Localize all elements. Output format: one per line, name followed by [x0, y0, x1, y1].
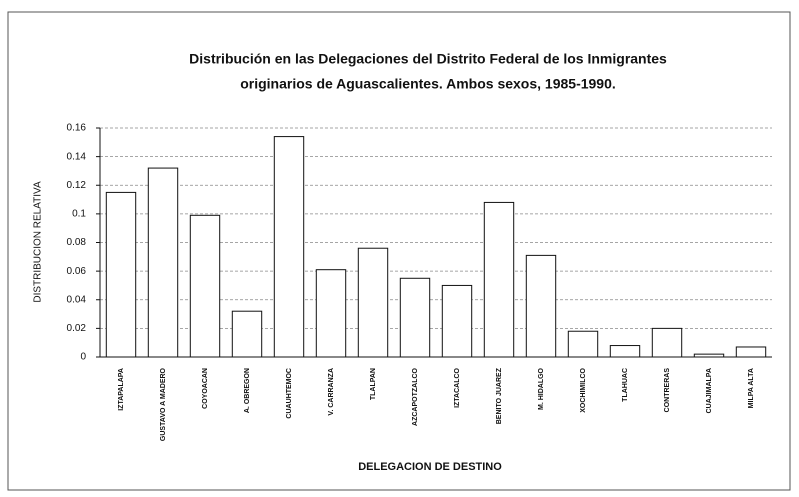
bar — [609, 345, 641, 358]
x-tick-label: V. CARRANZA — [328, 368, 335, 416]
chart-title: originarios de Aguascalientes. Ambos sex… — [240, 76, 616, 92]
y-tick-label: 0.06 — [67, 266, 87, 277]
x-tick-label: CUAUHTEMOC — [286, 368, 293, 419]
x-tick-label: IZTAPALAPA — [118, 368, 125, 411]
x-tick-label: IZTACALCO — [454, 367, 461, 407]
y-tick-label: 0.14 — [67, 151, 87, 162]
x-tick-label: TLALPAN — [370, 368, 377, 400]
bar — [399, 277, 431, 358]
bar — [273, 136, 305, 358]
x-axis-label: DELEGACION DE DESTINO — [358, 461, 502, 473]
y-tick-label: 0.08 — [67, 237, 87, 248]
x-tick-label: CUAJIMALPA — [706, 368, 713, 413]
bar — [567, 330, 599, 358]
y-tick-label: 0.1 — [72, 209, 86, 220]
x-tick-label: BENITO JUAREZ — [496, 367, 503, 424]
y-tick-label: 0.12 — [67, 180, 87, 191]
bar — [357, 247, 389, 358]
bar — [525, 254, 557, 358]
x-tick-label: M. HIDALGO — [538, 367, 545, 410]
x-tick-label: A. OBREGON — [244, 368, 251, 413]
y-tick-label: 0 — [80, 352, 86, 363]
bar — [189, 214, 221, 358]
y-tick-label: 0.16 — [67, 123, 87, 134]
bar — [735, 346, 767, 358]
y-tick-label: 0.04 — [67, 294, 87, 305]
x-tick-label: XOCHIMILCO — [580, 367, 587, 412]
bar — [483, 201, 515, 358]
bar — [441, 284, 473, 358]
bar — [231, 310, 263, 358]
chart-title: Distribución en las Delegaciones del Dis… — [189, 51, 667, 67]
x-tick-label: TLAHUAC — [622, 368, 629, 402]
x-tick-label: AZCAPOTZALCO — [412, 367, 419, 425]
x-tick-label: COYOACAN — [202, 368, 209, 409]
bar — [651, 327, 683, 358]
x-tick-label: MILPA ALTA — [748, 368, 755, 408]
y-axis-label: DISTRIBUCION RELATIVA — [33, 181, 44, 303]
x-tick-label: CONTRERAS — [664, 368, 671, 413]
bar — [105, 191, 137, 358]
bar — [147, 167, 179, 358]
y-tick-label: 0.02 — [67, 323, 87, 334]
x-tick-label: GUSTAVO A MADERO — [160, 367, 167, 441]
bar — [315, 269, 347, 358]
bar — [693, 353, 725, 358]
frame — [7, 11, 791, 491]
